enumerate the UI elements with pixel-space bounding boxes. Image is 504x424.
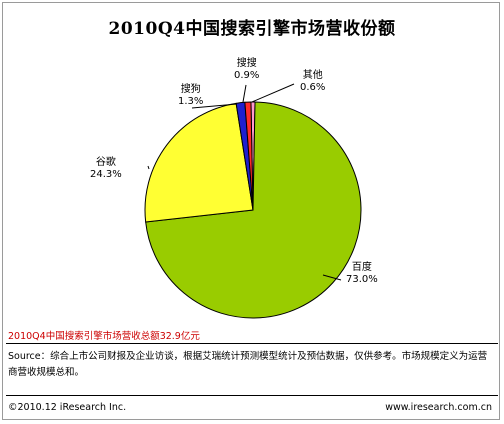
slice-value: 24.3% [90, 169, 122, 180]
divider-top [6, 343, 498, 344]
slice-label-2: 搜狗 1.3% [178, 84, 203, 108]
pie-slice-1 [144, 102, 254, 223]
slice-value: 1.3% [178, 96, 204, 107]
slice-value: 73.0% [346, 274, 378, 285]
divider-bottom [6, 395, 498, 396]
leader-line-4 [251, 83, 295, 103]
slice-name: 谷歌 [95, 157, 116, 168]
source-note: Source：综合上市公司财报及企业访谈，根据艾瑞统计预测模型统计及预估数据，仅… [8, 351, 488, 378]
slice-label-0: 百度 73.0% [346, 262, 378, 286]
slice-name: 搜搜 [236, 58, 257, 69]
slice-value: 0.9% [234, 70, 260, 81]
pie-slice-3 [244, 101, 254, 211]
copyright-text: ©2010.12 iResearch Inc. [8, 402, 127, 413]
slice-label-1: 谷歌 24.3% [90, 157, 122, 181]
chart-title: 2010Q4中国搜索引擎市场营收份额 [108, 19, 396, 39]
slice-name: 百度 [351, 262, 372, 273]
website-link[interactable]: www.iresearch.com.cn [385, 402, 492, 413]
slice-value: 0.6% [300, 82, 326, 93]
slice-name: 搜狗 [180, 84, 201, 95]
leader-line-0 [322, 274, 342, 281]
slice-label-4: 其他 0.6% [300, 70, 325, 94]
leader-line-1 [147, 165, 150, 170]
leader-line-3 [242, 84, 247, 103]
leader-line-2 [191, 103, 238, 109]
market-total-note: 2010Q4中国搜索引擎市场营收总额32.9亿元 [8, 331, 200, 342]
slice-name: 其他 [302, 70, 323, 81]
slice-label-3: 搜搜 0.9% [234, 58, 259, 82]
